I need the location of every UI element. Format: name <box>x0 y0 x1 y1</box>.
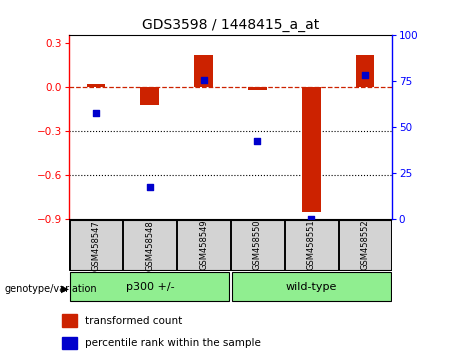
Bar <box>338 220 391 270</box>
Text: GSM458550: GSM458550 <box>253 220 262 270</box>
Text: GSM458552: GSM458552 <box>361 220 369 270</box>
Point <box>200 77 207 82</box>
Bar <box>124 220 176 270</box>
Text: GSM458549: GSM458549 <box>199 220 208 270</box>
Text: percentile rank within the sample: percentile rank within the sample <box>85 338 260 348</box>
Text: transformed count: transformed count <box>85 316 182 326</box>
Bar <box>177 220 230 270</box>
Bar <box>231 273 391 301</box>
Bar <box>302 87 320 212</box>
Bar <box>248 87 267 90</box>
Point <box>146 184 154 190</box>
Text: genotype/variation: genotype/variation <box>5 284 97 293</box>
Bar <box>62 314 77 327</box>
Text: ▶: ▶ <box>61 284 69 293</box>
Text: wild-type: wild-type <box>285 282 337 292</box>
Text: GSM458547: GSM458547 <box>92 220 100 270</box>
Text: GSM458548: GSM458548 <box>145 220 154 270</box>
Point <box>361 72 369 78</box>
Bar <box>285 220 337 270</box>
Bar <box>141 87 159 105</box>
Bar <box>70 220 122 270</box>
Point <box>92 110 100 116</box>
Point <box>307 216 315 222</box>
Point <box>254 139 261 144</box>
Bar <box>62 337 77 349</box>
Text: p300 +/-: p300 +/- <box>125 282 174 292</box>
Title: GDS3598 / 1448415_a_at: GDS3598 / 1448415_a_at <box>142 18 319 32</box>
Bar <box>70 273 230 301</box>
Text: GSM458551: GSM458551 <box>307 220 316 270</box>
Bar <box>87 84 106 87</box>
Bar <box>194 55 213 87</box>
Bar <box>355 55 374 87</box>
Bar <box>231 220 284 270</box>
